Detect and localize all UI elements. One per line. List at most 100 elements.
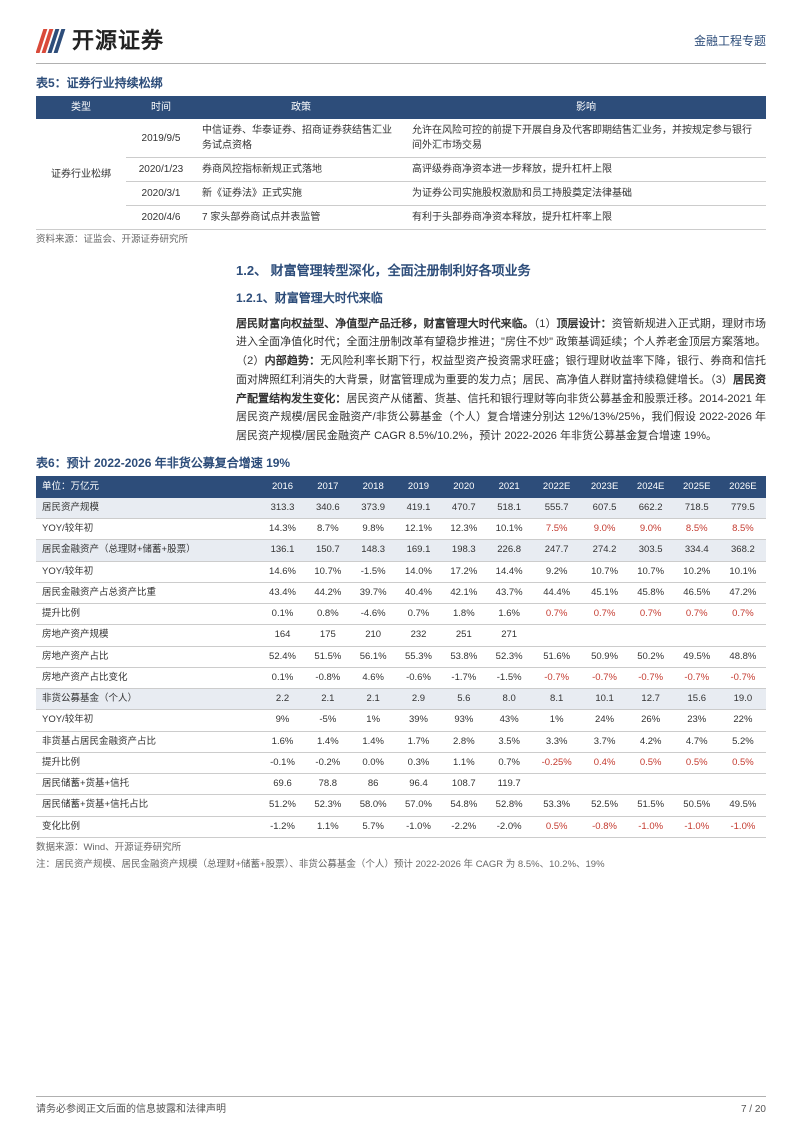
table6-row: 居民资产规模313.3340.6373.9419.1470.7518.1555.… [36, 498, 766, 519]
table6-cell: 39% [396, 710, 441, 731]
table5: 类型 时间 政策 影响 证券行业松绑2019/9/5中信证券、华泰证券、招商证券… [36, 96, 766, 230]
table6-cell: 226.8 [486, 540, 531, 561]
table6-cell: 1.6% [260, 731, 305, 752]
table6-cell: -1.0% [720, 816, 766, 837]
table6-cell [582, 625, 628, 646]
table6-row: YOY/较年初9%-5%1%39%93%43%1%24%26%23%22% [36, 710, 766, 731]
table6-cell: 779.5 [720, 498, 766, 519]
table6-cell: 8.0 [486, 689, 531, 710]
table5-date: 2020/1/23 [126, 158, 196, 182]
table6-cell: 373.9 [351, 498, 396, 519]
table6-cell: 518.1 [486, 498, 531, 519]
table6-cell: 1% [351, 710, 396, 731]
table6-cell: 0.3% [396, 752, 441, 773]
table6-cell: 22% [720, 710, 766, 731]
body-paragraph: 居民财富向权益型、净值型产品迁移，财富管理大时代来临。（1）顶层设计：资管新规进… [236, 315, 766, 446]
table6-source: 数据来源：Wind、开源证券研究所 [36, 841, 766, 855]
table6-cell: 1.1% [305, 816, 350, 837]
table6-cell: 49.5% [674, 646, 720, 667]
table6-cell: 50.2% [628, 646, 674, 667]
table6-row-label: 居民资产规模 [36, 498, 260, 519]
table6-cell: -0.7% [628, 667, 674, 688]
table5-source: 资料来源：证监会、开源证券研究所 [36, 233, 766, 247]
table6-cell: -5% [305, 710, 350, 731]
bold-text: 内部趋势： [265, 355, 321, 367]
table6-cell: 12.7 [628, 689, 674, 710]
table6-cell: 1.7% [396, 731, 441, 752]
table6-cell: 56.1% [351, 646, 396, 667]
table6-row: 提升比例0.1%0.8%-4.6%0.7%1.8%1.6%0.7%0.7%0.7… [36, 604, 766, 625]
table6-row-label: 居民金融资产占总资产比重 [36, 582, 260, 603]
table6-cell: 10.7% [628, 561, 674, 582]
table6-cell: 10.2% [674, 561, 720, 582]
table6-cell: 0.1% [260, 604, 305, 625]
table6-cell: 0.5% [532, 816, 582, 837]
table6-cell: 40.4% [396, 582, 441, 603]
table6-cell: -0.6% [396, 667, 441, 688]
table6-cell: 313.3 [260, 498, 305, 519]
table6-cell: 0.7% [486, 752, 531, 773]
table6-cell: 119.7 [486, 774, 531, 795]
table6-cell: 607.5 [582, 498, 628, 519]
table6-cell [720, 625, 766, 646]
table6-cell: 0.7% [532, 604, 582, 625]
table5-policy: 中信证券、华泰证券、招商证券获结售汇业务试点资格 [196, 119, 406, 158]
table6-cell: -0.1% [260, 752, 305, 773]
table6-cell: -1.5% [351, 561, 396, 582]
table6-cell: 136.1 [260, 540, 305, 561]
logo-icon [36, 27, 66, 55]
table5-date: 2020/3/1 [126, 182, 196, 206]
table6-cell: 46.5% [674, 582, 720, 603]
table5-policy: 新《证券法》正式实施 [196, 182, 406, 206]
table6-row: 提升比例-0.1%-0.2%0.0%0.3%1.1%0.7%-0.25%0.4%… [36, 752, 766, 773]
table6-cell: 164 [260, 625, 305, 646]
table5-caption: 表5：证券行业持续松绑 [36, 74, 766, 92]
table6-row-label: 提升比例 [36, 604, 260, 625]
table6-row: 居民金融资产（总理财+储蓄+股票）136.1150.7148.3169.1198… [36, 540, 766, 561]
table6-cell: -0.7% [674, 667, 720, 688]
table6-cell: 51.2% [260, 795, 305, 816]
table6-cell: 96.4 [396, 774, 441, 795]
table6-cell [628, 774, 674, 795]
table6-year: 2022E [532, 476, 582, 498]
table6-cell: 10.1% [720, 561, 766, 582]
table6-row: 居民金融资产占总资产比重43.4%44.2%39.7%40.4%42.1%43.… [36, 582, 766, 603]
table6-cell: 175 [305, 625, 350, 646]
table5-header-row: 类型 时间 政策 影响 [36, 96, 766, 119]
bold-text: 居民资产配置结构发生变化： [236, 374, 766, 405]
table6-cell: 2.1 [305, 689, 350, 710]
table6-cell: 0.5% [720, 752, 766, 773]
section-title: 1.2、 财富管理转型深化，全面注册制利好各项业务 [236, 261, 766, 281]
table6-cell: 52.4% [260, 646, 305, 667]
table6-year: 2017 [305, 476, 350, 498]
table6-cell: 12.3% [441, 519, 486, 540]
table5-row: 2020/1/23券商风控指标新规正式落地高评级券商净资本进一步释放，提升杠杆上… [36, 158, 766, 182]
bold-text: 居民财富向权益型、净值型产品迁移，财富管理大时代来临。 [236, 318, 534, 330]
table6-cell: 274.2 [582, 540, 628, 561]
table6-cell: -0.2% [305, 752, 350, 773]
table6-cell: 43.7% [486, 582, 531, 603]
table6-cell: 2.8% [441, 731, 486, 752]
table6-cell: 10.7% [582, 561, 628, 582]
table6-cell: 50.5% [674, 795, 720, 816]
page-footer: 请务必参阅正文后面的信息披露和法律声明 7 / 20 [36, 1096, 766, 1117]
table6-cell: 0.5% [674, 752, 720, 773]
table6-cell: 8.7% [305, 519, 350, 540]
table6-cell: 0.7% [628, 604, 674, 625]
table6-cell: 1.4% [351, 731, 396, 752]
table6-cell: 108.7 [441, 774, 486, 795]
table6-cell: 19.0 [720, 689, 766, 710]
footer-disclaimer: 请务必参阅正文后面的信息披露和法律声明 [36, 1102, 226, 1117]
logo: 开源证券 [36, 24, 164, 57]
table6-row-label: 变化比例 [36, 816, 260, 837]
table5-impact: 高评级券商净资本进一步释放，提升杠杆上限 [406, 158, 766, 182]
table6-cell: 3.7% [582, 731, 628, 752]
table6-cell: -0.7% [720, 667, 766, 688]
table6-row-label: 提升比例 [36, 752, 260, 773]
table6-cell: 15.6 [674, 689, 720, 710]
table5-col-policy: 政策 [196, 96, 406, 119]
table6-cell: 14.3% [260, 519, 305, 540]
table5-impact: 为证券公司实施股权激励和员工持股奠定法律基础 [406, 182, 766, 206]
table6-cell: 1.4% [305, 731, 350, 752]
table6-cell: 1% [532, 710, 582, 731]
